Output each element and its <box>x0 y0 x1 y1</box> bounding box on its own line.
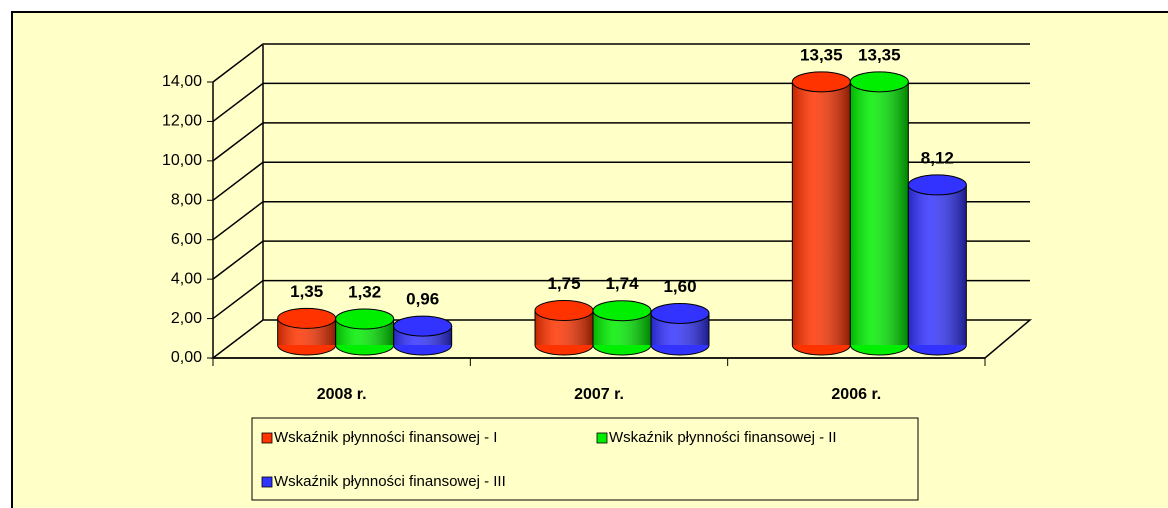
grid-line <box>212 200 1030 241</box>
legend-swatch <box>261 476 273 488</box>
bar-top <box>534 300 594 321</box>
bar-top <box>592 300 652 322</box>
grid-line <box>212 43 1030 83</box>
y-tick-label: 4,00 <box>171 270 202 287</box>
legend-swatch <box>596 432 608 444</box>
bar-top <box>277 307 337 329</box>
bar-base <box>277 344 337 356</box>
bar <box>592 300 652 356</box>
y-tick-label: 6,00 <box>171 231 202 248</box>
bar-shade <box>850 81 909 346</box>
y-tick-label: 0,00 <box>171 349 202 366</box>
grid-line <box>212 240 1030 280</box>
x-tick-label: 2008 r. <box>317 386 367 403</box>
value-label: 0,96 <box>406 290 439 309</box>
bar-top <box>849 71 909 93</box>
bar-top <box>907 174 967 196</box>
bar-base <box>393 344 453 356</box>
grid-line <box>212 82 1030 123</box>
bar-base <box>650 344 710 356</box>
bar-base <box>592 344 652 356</box>
bar <box>335 308 395 356</box>
x-tick-label: 2006 r. <box>831 386 881 403</box>
legend-label: Wskaźnik płynności finansowej - II <box>609 429 837 446</box>
value-label: 13,35 <box>800 45 843 64</box>
value-label: 13,35 <box>858 45 901 64</box>
bar-base <box>791 344 851 356</box>
bar-base <box>335 344 395 356</box>
bar <box>849 71 909 356</box>
x-tick-label: 2007 r. <box>574 386 624 403</box>
bar-base <box>849 344 909 356</box>
bar-outline <box>907 184 967 345</box>
grid-line <box>212 122 1030 162</box>
bar-top <box>393 315 453 337</box>
bar-shade <box>908 184 967 345</box>
value-label: 8,12 <box>921 148 954 167</box>
y-tick-label: 10,00 <box>162 152 202 169</box>
legend-swatch <box>261 432 273 444</box>
value-label: 1,32 <box>348 282 381 301</box>
value-label: 1,35 <box>290 282 323 301</box>
y-tick-label: 8,00 <box>171 192 202 209</box>
bar-top <box>335 308 395 330</box>
legend <box>251 417 919 501</box>
grid-line <box>212 279 1030 320</box>
value-label: 1,75 <box>547 274 580 293</box>
bar <box>791 71 851 356</box>
bar-top <box>650 302 710 324</box>
bar <box>393 315 453 356</box>
bar-base <box>907 344 967 356</box>
bar <box>277 307 337 356</box>
y-tick-label: 2,00 <box>171 310 202 327</box>
bar-shade <box>792 81 851 346</box>
bar-top <box>791 71 851 93</box>
bar <box>534 300 594 356</box>
legend-label: Wskaźnik płynności finansowej - I <box>274 429 497 446</box>
value-label: 1,60 <box>663 277 696 296</box>
bar-outline <box>650 313 710 345</box>
y-tick-label: 12,00 <box>162 113 202 130</box>
value-label: 1,74 <box>605 274 639 293</box>
bar-outline <box>393 326 453 345</box>
legend-label: Wskaźnik płynności finansowej - III <box>274 473 506 490</box>
y-tick-label: 14,00 <box>162 73 202 90</box>
bar <box>650 302 710 356</box>
grid-line <box>212 161 1030 201</box>
bar-base <box>534 344 594 356</box>
bar <box>907 174 967 356</box>
